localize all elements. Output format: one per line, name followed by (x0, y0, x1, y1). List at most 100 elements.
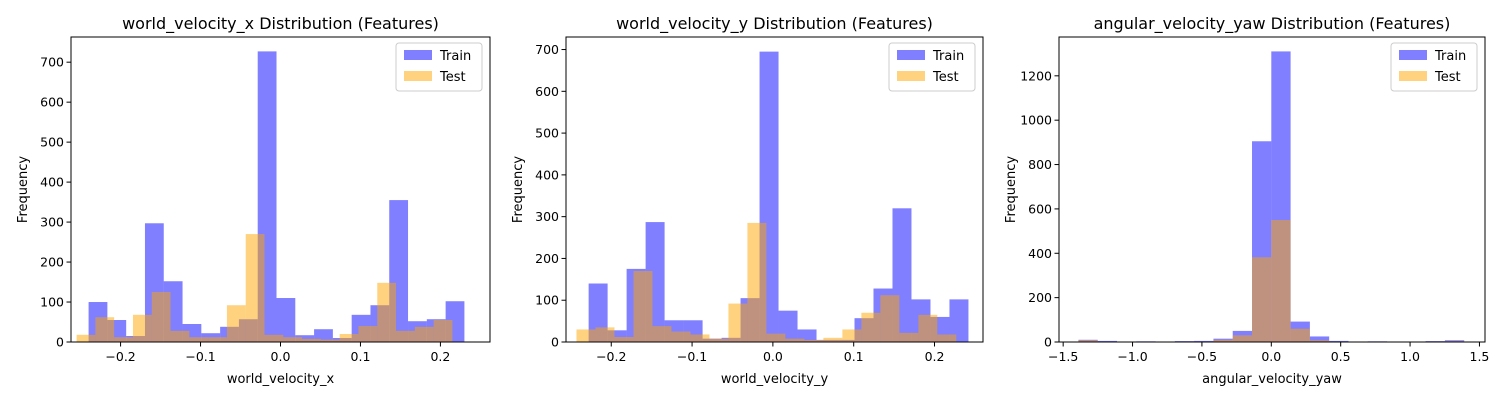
bar-test-10 (264, 334, 284, 342)
y-tick-label: 0 (551, 335, 559, 350)
bar-test-17 (899, 332, 919, 342)
legend-label-train: Train (439, 49, 471, 64)
y-tick-label: 300 (535, 209, 559, 224)
legend-swatch-test (404, 71, 432, 81)
x-tick-label: 0.1 (351, 349, 371, 364)
bar-test-10 (766, 333, 786, 342)
x-tick-label: 0.0 (271, 349, 291, 364)
bar-train-10 (276, 298, 296, 342)
x-ticks: −0.2 −0.1 0.0 0.1 0.2 (596, 342, 944, 364)
bar-test-5 (671, 331, 691, 342)
legend: Train Test (1390, 42, 1478, 92)
bar-test-0 (1078, 340, 1098, 342)
bar-test-11 (283, 337, 303, 342)
x-ticks: −1.5 −1.0 −0.5 0.0 0.5 1.0 1.5 (1048, 342, 1489, 364)
legend-label-test: Test (439, 70, 466, 85)
y-tick-label: 600 (1028, 201, 1052, 216)
series-test-bars (76, 234, 453, 342)
chart-angular-velocity-yaw: −1.5 −1.0 −0.5 0.0 0.5 1.0 1.5 0 200 400 600 800 100… (1004, 14, 1489, 387)
bar-test-6 (189, 337, 209, 342)
bar-test-9 (1252, 257, 1272, 342)
x-tick-label: −1.0 (1117, 349, 1147, 364)
bar-test-18 (918, 314, 938, 342)
y-ticks: 0 100 200 300 400 500 600 700 (40, 55, 71, 350)
x-tick-label: −0.1 (185, 349, 215, 364)
bar-test-13 (823, 337, 843, 342)
x-tick-label: −0.2 (105, 349, 135, 364)
y-tick-label: 500 (535, 126, 559, 141)
y-tick-label: 0 (56, 335, 64, 350)
bar-train-13 (1329, 340, 1349, 342)
y-axis-label: Frequency (16, 156, 31, 223)
bar-test-7 (1213, 339, 1233, 342)
x-tick-label: 0.2 (430, 349, 450, 364)
y-tick-label: 700 (535, 42, 559, 57)
y-tick-label: 400 (535, 167, 559, 182)
legend: Train Test (888, 42, 976, 92)
y-tick-label: 700 (40, 55, 64, 70)
bar-test-5 (170, 330, 190, 342)
chart-world-velocity-x: −0.2 −0.1 0.0 0.1 0.2 0 100 200 300 400 500 600 700 w… (16, 14, 491, 387)
bar-test-14 (339, 334, 359, 342)
bar-train-1 (1097, 340, 1118, 342)
bar-test-18 (414, 326, 434, 342)
x-tick-label: −0.1 (677, 349, 707, 364)
bar-train-19 (949, 299, 969, 342)
chart-title: angular_velocity_yaw Distribution (Featu… (1094, 14, 1451, 34)
bar-test-8 (728, 303, 748, 342)
bar-train-6 (1194, 340, 1214, 342)
bar-test-17 (396, 330, 415, 342)
y-tick-label: 200 (1028, 290, 1052, 305)
x-tick-label: −0.2 (596, 349, 626, 364)
bar-test-12 (302, 338, 321, 342)
y-ticks: 0 200 400 600 800 1000 1200 (1020, 68, 1059, 350)
x-tick-label: 1.5 (1470, 349, 1490, 364)
legend-label-test: Test (932, 70, 959, 85)
x-ticks: −0.2 −0.1 0.0 0.1 0.2 (105, 342, 450, 364)
bar-test-0 (76, 334, 96, 342)
bar-test-9 (747, 222, 767, 342)
bar-test-10 (1271, 220, 1291, 342)
bar-test-11 (1290, 328, 1310, 342)
bar-test-15 (861, 312, 881, 342)
legend-swatch-test (897, 71, 925, 81)
bar-test-2 (114, 337, 133, 342)
bar-test-16 (880, 295, 900, 342)
x-tick-label: −1.5 (1048, 349, 1078, 364)
chart-title: world_velocity_x Distribution (Features) (122, 14, 439, 34)
bar-test-3 (132, 314, 152, 342)
bar-test-6 (690, 334, 710, 342)
x-tick-label: 0.2 (925, 349, 945, 364)
y-tick-label: 200 (40, 255, 64, 270)
legend-label-test: Test (1434, 70, 1461, 85)
y-tick-label: 800 (1028, 157, 1052, 172)
legend-swatch-train (1399, 50, 1427, 60)
bar-train-1 (607, 330, 627, 342)
bar-test-8 (1232, 335, 1253, 342)
y-ticks: 0 100 200 300 400 500 600 700 (535, 42, 566, 350)
y-tick-label: 100 (535, 293, 559, 308)
axes-frame (1058, 36, 1486, 343)
bar-test-0 (576, 329, 596, 342)
y-tick-label: 400 (1028, 246, 1052, 261)
bar-test-19 (937, 334, 957, 342)
y-axis-label: Frequency (1004, 156, 1019, 223)
legend-label-train: Train (932, 49, 964, 64)
bar-test-7 (709, 338, 729, 342)
bar-test-1 (595, 327, 615, 342)
bar-test-4 (652, 326, 672, 342)
bar-test-12 (1309, 340, 1330, 342)
y-tick-label: 600 (40, 95, 64, 110)
bar-train-12 (1309, 336, 1330, 342)
x-tick-label: 1.0 (1400, 349, 1420, 364)
y-tick-label: 400 (40, 175, 64, 190)
y-tick-label: 200 (535, 251, 559, 266)
y-tick-label: 100 (40, 295, 64, 310)
bar-test-2 (614, 336, 634, 342)
bar-test-7 (208, 337, 227, 342)
x-tick-label: 0.0 (763, 349, 783, 364)
y-tick-label: 600 (535, 84, 559, 99)
chart-world-velocity-y: −0.2 −0.1 0.0 0.1 0.2 0 100 200 300 400 500 600 700 w… (511, 14, 984, 387)
series-test-bars (576, 222, 957, 342)
